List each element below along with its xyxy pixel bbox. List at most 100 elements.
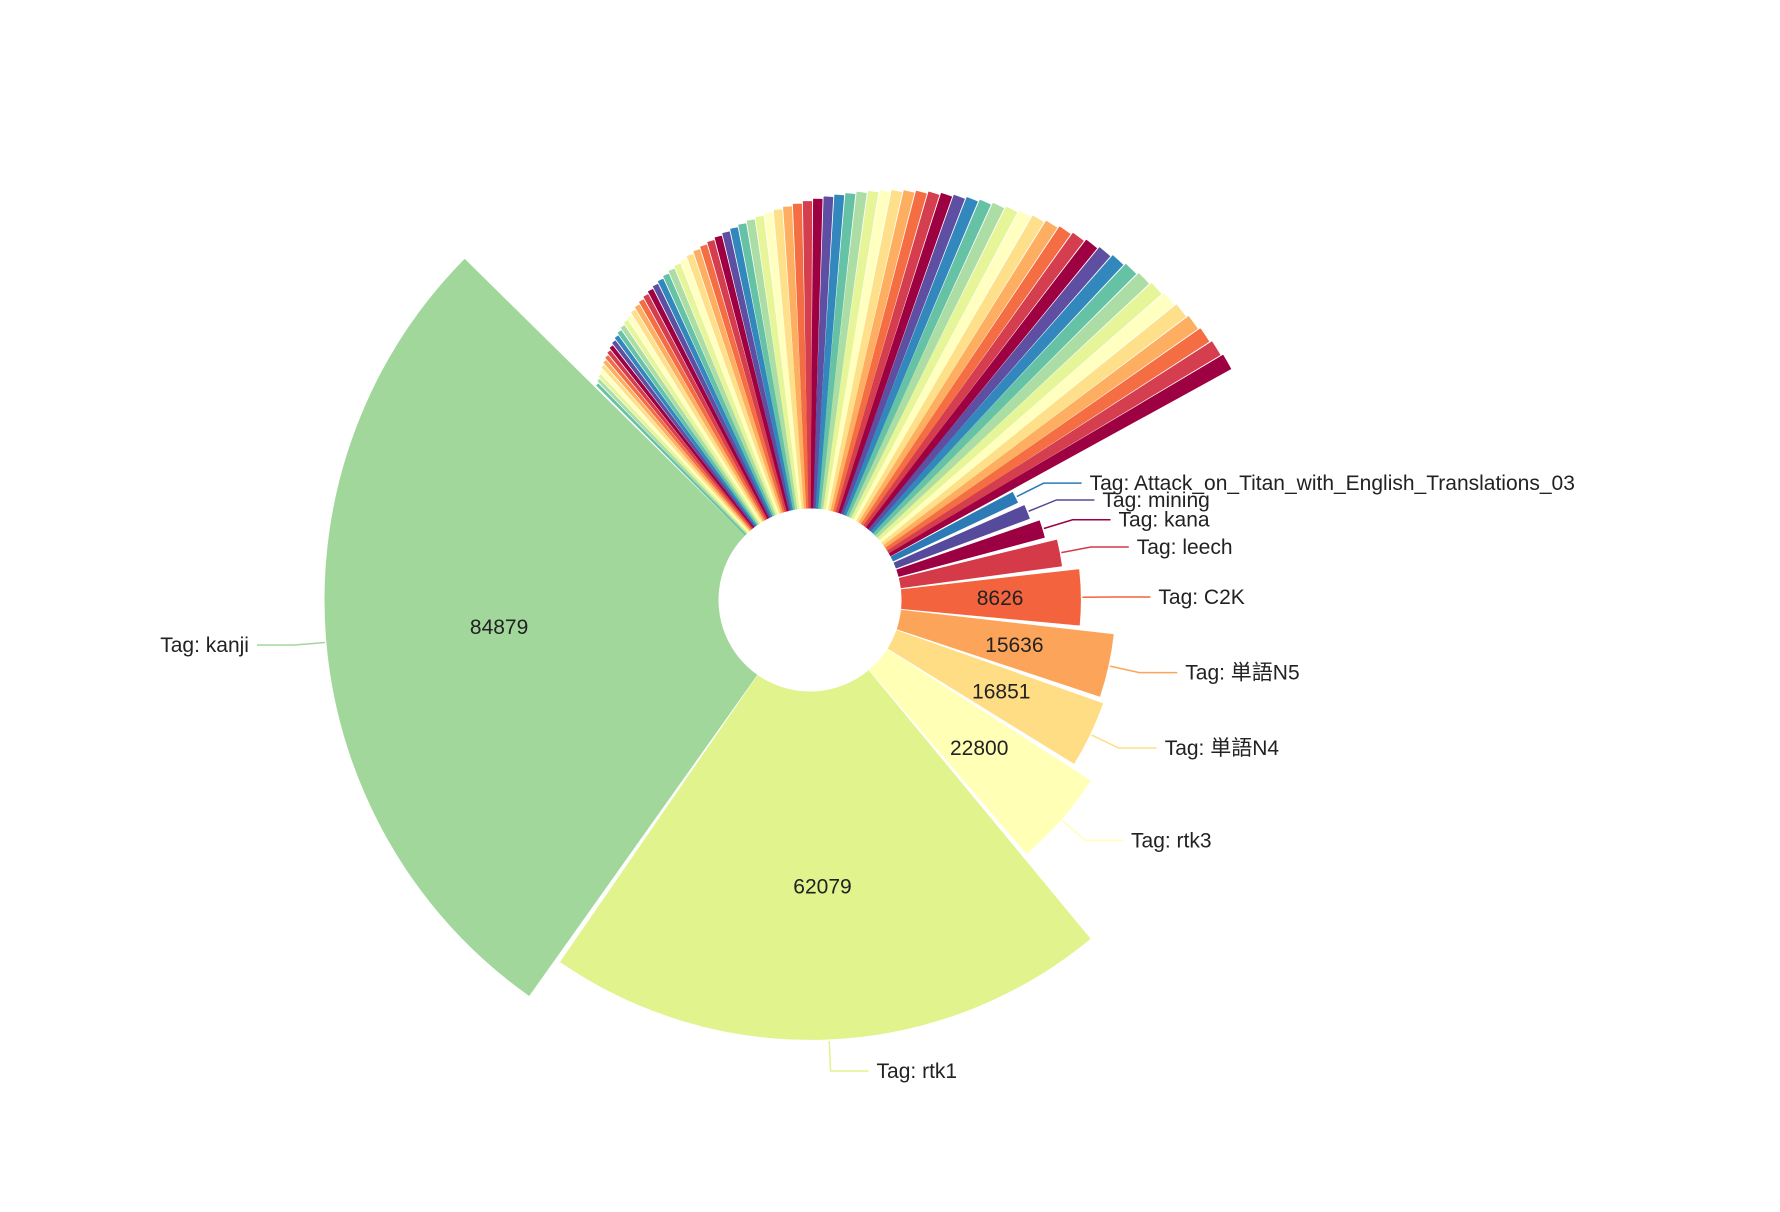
slice-unlabeled-43[interactable] [730, 227, 793, 511]
slice-unlabeled-41[interactable] [746, 219, 798, 510]
slice-unlabeled-22[interactable] [840, 194, 965, 515]
slice-unlabeled-32[interactable] [815, 194, 845, 509]
slice-unlabeled-27[interactable] [827, 190, 903, 511]
leader-line-leech [1061, 546, 1129, 554]
slice-unlabeled-47[interactable] [700, 244, 785, 513]
slice-unlabeled-44[interactable] [722, 231, 791, 511]
slice-label-rtk1: Tag: rtk1 [877, 1060, 958, 1083]
slice-unlabeled-60[interactable] [631, 309, 763, 523]
slice-unlabeled-3[interactable] [885, 328, 1210, 551]
slice-unlabeled-12[interactable] [865, 239, 1098, 530]
slice-unlabeled-21[interactable] [842, 197, 978, 516]
slice-unlabeled-61[interactable] [627, 314, 762, 524]
slice-unlabeled-69[interactable] [605, 355, 752, 531]
leader-line-rtk3 [1061, 820, 1124, 842]
slice-unlabeled-4[interactable] [883, 316, 1198, 548]
slice-leech[interactable] [898, 539, 1062, 589]
slice-attack-on-titan-with-english-translations-03[interactable] [890, 492, 1018, 562]
slice-unlabeled-65[interactable] [614, 335, 757, 527]
slice-unlabeled-73[interactable] [598, 374, 748, 534]
slice-mining[interactable] [893, 505, 1030, 569]
slice-unlabeled-42[interactable] [738, 223, 796, 511]
slice-unlabeled-19[interactable] [848, 202, 1004, 519]
slice-unlabeled-54[interactable] [657, 278, 773, 518]
slice-unlabeled-6[interactable] [879, 293, 1174, 543]
slice-unlabeled-7[interactable] [876, 283, 1162, 541]
slice-unlabeled-39[interactable] [764, 212, 802, 510]
slice-unlabeled-57[interactable] [643, 294, 768, 520]
slice-unlabeled-5[interactable] [881, 304, 1186, 546]
slice-unlabeled-28[interactable] [825, 190, 891, 511]
slice-kanji[interactable] [324, 258, 758, 996]
slice-unlabeled-53[interactable] [663, 273, 774, 517]
slice-unlabeled-14[interactable] [860, 226, 1071, 526]
slice-unlabeled-35[interactable] [802, 201, 813, 509]
slice-unlabeled-45[interactable] [714, 235, 789, 512]
slice-rtk3[interactable] [869, 649, 1091, 854]
slice-label-単語n5: Tag: 単語N5 [1185, 662, 1299, 685]
slice-unlabeled-33[interactable] [812, 196, 834, 509]
value-label-kanji: 84879 [470, 616, 528, 639]
slice-label-c2k: Tag: C2K [1158, 586, 1244, 609]
slice-unlabeled-37[interactable] [783, 206, 807, 509]
value-label-rtk3: 22800 [950, 737, 1008, 760]
slice-unlabeled-8[interactable] [874, 273, 1149, 538]
slice-unlabeled-75[interactable] [596, 383, 747, 536]
value-label-単語n4: 16851 [972, 681, 1030, 704]
slice-unlabeled-36[interactable] [792, 203, 809, 509]
slice-unlabeled-26[interactable] [830, 190, 915, 512]
slice-unlabeled-34[interactable] [810, 198, 823, 509]
slice-unlabeled-15[interactable] [858, 220, 1058, 524]
slice-unlabeled-48[interactable] [693, 249, 783, 514]
slice-unlabeled-52[interactable] [668, 268, 776, 516]
slice-unlabeled-2[interactable] [886, 341, 1221, 554]
slice-unlabeled-63[interactable] [620, 325, 759, 525]
slice-unlabeled-67[interactable] [609, 345, 755, 529]
slice-unlabeled-20[interactable] [845, 199, 991, 517]
slice-unlabeled-64[interactable] [617, 330, 758, 526]
slice-unlabeled-30[interactable] [820, 191, 867, 510]
slice-kana[interactable] [896, 520, 1045, 577]
chart-slices [324, 190, 1232, 1040]
slice-unlabeled-40[interactable] [755, 215, 800, 510]
slice-unlabeled-49[interactable] [686, 254, 781, 514]
slice-unlabeled-71[interactable] [601, 365, 750, 532]
slice-unlabeled-66[interactable] [612, 340, 756, 528]
slice-label-leech: Tag: leech [1137, 536, 1233, 559]
slice-unlabeled-11[interactable] [867, 247, 1111, 532]
slice-unlabeled-25[interactable] [832, 190, 927, 513]
slice-unlabeled-59[interactable] [635, 304, 765, 522]
slice-unlabeled-56[interactable] [648, 289, 769, 519]
slice-unlabeled-31[interactable] [817, 193, 856, 510]
slice-unlabeled-16[interactable] [855, 215, 1044, 523]
slice-unlabeled-62[interactable] [624, 320, 761, 525]
slice-unlabeled-38[interactable] [773, 209, 804, 509]
leader-line-mining [1028, 499, 1095, 512]
slice-label-rtk3: Tag: rtk3 [1131, 829, 1212, 852]
slice-unlabeled-72[interactable] [600, 369, 749, 533]
slice-unlabeled-58[interactable] [639, 299, 766, 521]
slice-unlabeled-46[interactable] [707, 240, 787, 513]
slice-unlabeled-9[interactable] [872, 263, 1137, 536]
slice-unlabeled-74[interactable] [597, 379, 747, 535]
slice-c2k[interactable] [900, 569, 1081, 626]
slice-unlabeled-55[interactable] [652, 283, 771, 519]
leader-line-attack-on-titan-with-english-translations-03 [1016, 482, 1082, 498]
slice-unlabeled-18[interactable] [850, 206, 1018, 520]
slice-unlabeled-29[interactable] [822, 190, 879, 510]
slice-unlabeled-70[interactable] [603, 360, 751, 532]
slice-unlabeled-68[interactable] [607, 350, 753, 530]
slice-unlabeled-1[interactable] [888, 354, 1232, 557]
slice-unlabeled-13[interactable] [863, 232, 1084, 528]
slice-rtk1[interactable] [560, 670, 1091, 1040]
slice-unlabeled-17[interactable] [853, 210, 1031, 521]
slice-unlabeled-10[interactable] [870, 255, 1124, 534]
slice-unlabeled-23[interactable] [837, 193, 952, 514]
value-label-単語n5: 15636 [985, 634, 1043, 657]
slice-単語n5[interactable] [896, 609, 1114, 697]
slice-unlabeled-50[interactable] [680, 258, 780, 515]
slice-unlabeled-51[interactable] [674, 263, 778, 516]
chart-labels: 84879 Tag: kanji 62079 Tag: rtk1 22800 Tag: r… [160, 472, 1575, 1083]
slice-単語n4[interactable] [887, 630, 1104, 764]
slice-unlabeled-24[interactable] [835, 191, 940, 513]
